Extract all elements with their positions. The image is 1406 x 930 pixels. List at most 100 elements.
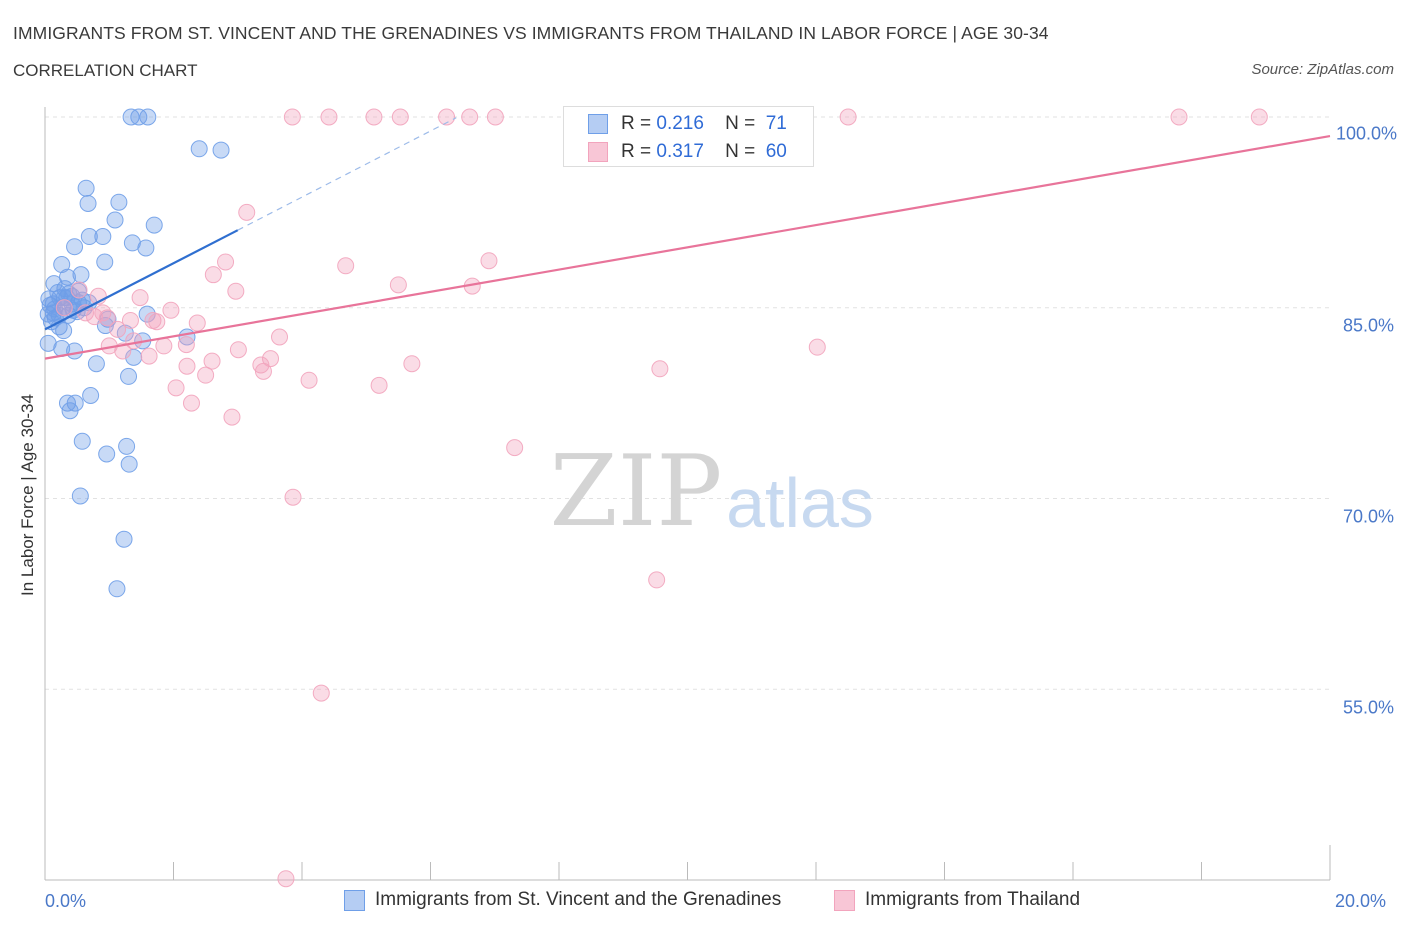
- series-2-point-5: [461, 108, 479, 126]
- series-1-point-58: [71, 487, 89, 505]
- series-1-point-9: [106, 211, 124, 229]
- series-2-point-6: [486, 108, 504, 126]
- series-2-point-55: [277, 870, 295, 888]
- series-2-point-3: [391, 108, 409, 126]
- legend-label-st-vincent: Immigrants from St. Vincent and the Gren…: [375, 889, 782, 910]
- series-2-point-42: [178, 357, 196, 375]
- series-2-point-59: [94, 304, 112, 322]
- series-2-point-28: [148, 313, 166, 331]
- series-2-point-36: [808, 338, 826, 356]
- series-2-point-18: [227, 282, 245, 300]
- series-1-point-12: [123, 234, 141, 252]
- series-1-point-10: [80, 228, 98, 246]
- series-2-point-35: [229, 341, 247, 359]
- series-1-point-70: [42, 313, 60, 331]
- series-2-point-10: [1250, 108, 1268, 126]
- legend-n-label-2: N =: [725, 141, 756, 162]
- series-2-point-29: [188, 314, 206, 332]
- series-2-point-53: [648, 571, 666, 589]
- series-1-point-17: [72, 266, 90, 284]
- series-2-point-19: [70, 281, 88, 299]
- series-2-point-26: [98, 309, 116, 327]
- legend-swatch-st-vincent: [344, 890, 365, 911]
- y-tick-label-55: 55.0%: [1342, 697, 1394, 718]
- series-2-point-0: [283, 108, 301, 126]
- legend-swatch-thailand: [834, 890, 855, 911]
- series-2-point-43: [254, 362, 272, 380]
- series-2-point-48: [167, 379, 185, 397]
- series-2-point-45: [197, 366, 215, 384]
- series-1-point-4: [212, 141, 230, 159]
- x-tick-label-min: 0.0%: [45, 891, 87, 911]
- series-1-point-54: [73, 432, 91, 450]
- series-2-point-4: [438, 108, 456, 126]
- series-1-point-49: [120, 367, 138, 385]
- series-2-point-34: [177, 336, 195, 354]
- series-1-point-1: [130, 108, 148, 126]
- series-1-points: [39, 108, 230, 598]
- series-2-points: [55, 108, 1268, 888]
- series-1-point-59: [115, 530, 133, 548]
- legend-r-label-2: R =: [621, 141, 652, 162]
- chart-source: Source: ZipAtlas.com: [1251, 61, 1394, 78]
- y-tick-label-100: 100.0%: [1336, 123, 1398, 144]
- series-1-point-14: [66, 238, 84, 256]
- series-1-point-66: [41, 296, 59, 314]
- series-1-point-46: [66, 342, 84, 360]
- series-2-point-38: [140, 347, 158, 365]
- series-1-point-13: [137, 239, 155, 257]
- series-1-point-3: [190, 140, 208, 158]
- series-2-point-58: [203, 352, 221, 370]
- series-2-point-13: [337, 257, 355, 275]
- series-2-point-40: [403, 355, 421, 373]
- legend-n-label-1: N =: [725, 113, 756, 134]
- series-2-point-22: [162, 301, 180, 319]
- series-1-trend-line: [44, 229, 239, 331]
- series-2-point-12: [480, 252, 498, 270]
- series-2-trend-line: [44, 134, 1331, 360]
- series-1-point-7: [110, 193, 128, 211]
- series-2-point-49: [182, 394, 200, 412]
- series-2-point-2: [365, 108, 383, 126]
- watermark-atlas: atlas: [726, 464, 874, 542]
- series-1-point-5: [77, 179, 95, 197]
- series-2-point-30: [109, 320, 127, 338]
- correlation-legend: R = 0.216 N = 71 R = 0.317 N = 60: [563, 106, 814, 167]
- x-tick-label-max: 20.0%: [1335, 891, 1387, 911]
- series-2-point-27: [121, 311, 139, 329]
- series-2-point-50: [223, 408, 241, 426]
- series-2-point-24: [85, 308, 103, 326]
- y-tick-label-85: 85.0%: [1342, 315, 1394, 336]
- series-1-point-60: [108, 580, 126, 598]
- legend-r-value-1: 0.216: [656, 113, 704, 134]
- series-2-point-51: [506, 439, 524, 457]
- series-1-point-16: [53, 256, 71, 274]
- series-2-point-54: [312, 684, 330, 702]
- legend-n-value-2: 60: [765, 141, 787, 162]
- series-2-point-16: [389, 276, 407, 294]
- series-2-point-33: [155, 337, 173, 355]
- legend-r-value-2: 0.317: [656, 141, 704, 162]
- series-1-point-68: [49, 283, 67, 301]
- series-1-point-55: [118, 437, 136, 455]
- series-2-point-9: [1170, 108, 1188, 126]
- series-2-point-11: [238, 203, 256, 221]
- series-2-point-31: [271, 328, 289, 346]
- series-1-trend-extension: [237, 117, 457, 231]
- series-2-point-44: [651, 360, 669, 378]
- y-tick-label-70: 70.0%: [1342, 506, 1394, 527]
- series-2-point-15: [204, 266, 222, 284]
- series-2-point-8: [839, 108, 857, 126]
- series-2-point-1: [320, 108, 338, 126]
- series-2-point-47: [370, 376, 388, 394]
- series-1-point-53: [61, 402, 79, 420]
- series-2-point-46: [300, 371, 318, 389]
- legend-n-value-1: 71: [765, 113, 787, 134]
- chart-subtitle: CORRELATION CHART: [13, 61, 198, 80]
- series-1-point-11: [94, 228, 112, 246]
- series-1-point-56: [98, 445, 116, 463]
- chart-title: IMMIGRANTS FROM ST. VINCENT AND THE GREN…: [13, 23, 1049, 43]
- series-2-point-21: [131, 289, 149, 307]
- series-1-point-8: [145, 216, 163, 234]
- series-2-point-14: [217, 253, 235, 271]
